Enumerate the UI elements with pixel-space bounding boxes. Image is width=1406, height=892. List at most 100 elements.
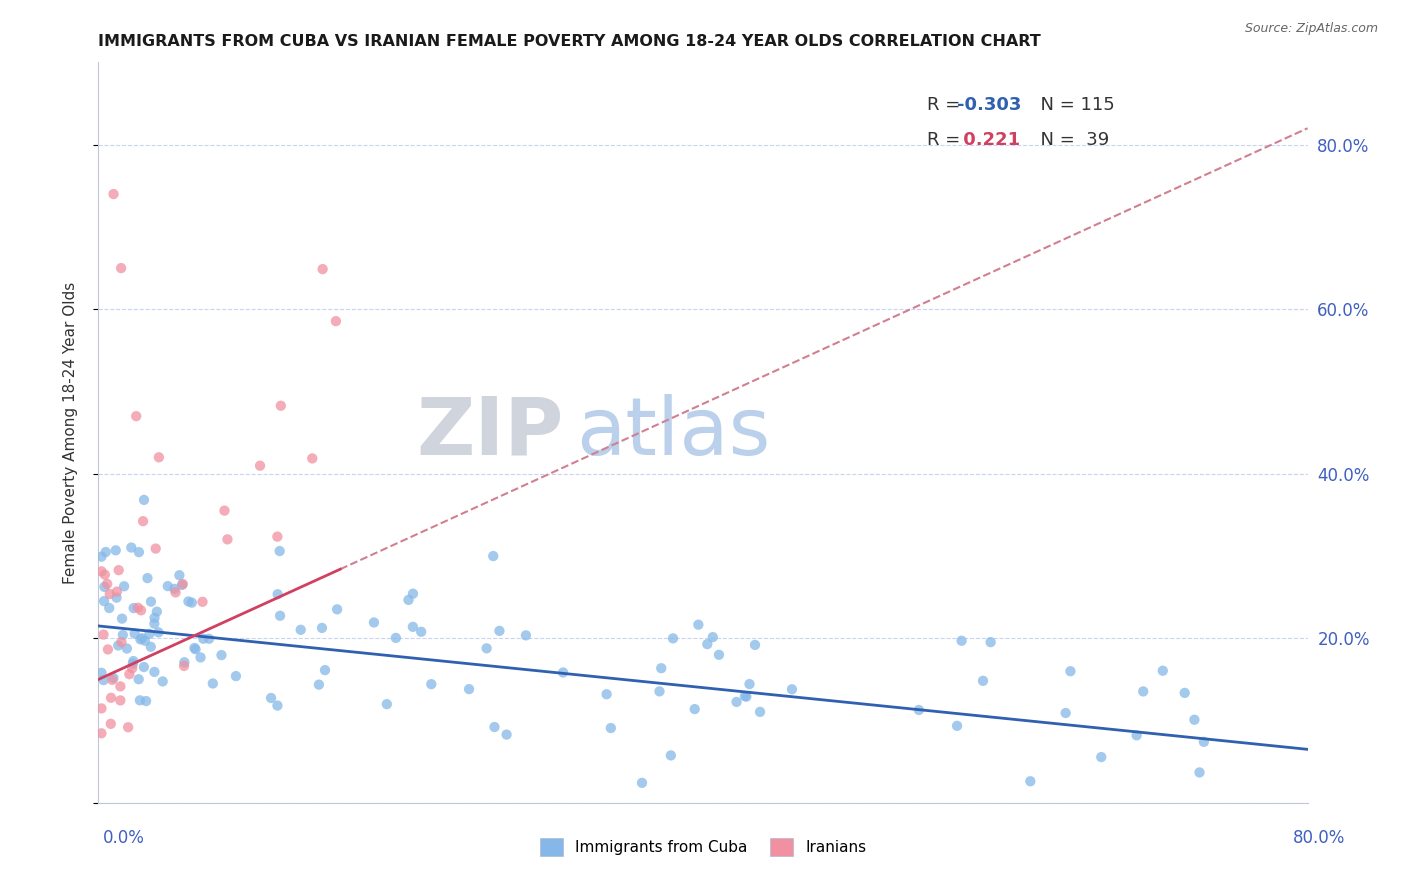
Point [100,690,122,705]
Text: Source: ZipAtlas.com: Source: ZipAtlas.com [1244,22,1378,36]
Point [249,458,271,473]
Text: ZIP: ZIP [416,393,564,472]
Point [93,673,115,687]
Point [121,661,143,675]
Point [191,595,214,609]
Point [659,748,682,763]
Point [96,577,118,591]
Point [138,627,160,641]
Point [980,635,1002,649]
Point [128,672,150,686]
Text: R =: R = [927,131,966,149]
Point [132,660,155,674]
Point [112,579,135,593]
Point [139,594,162,608]
Point [127,600,149,615]
Point [950,633,973,648]
Point [110,693,132,707]
Point [734,689,756,703]
Point [662,632,685,646]
Point [170,578,193,592]
Point [115,641,138,656]
Point [908,703,931,717]
Point [375,697,398,711]
Point [696,637,718,651]
Point [198,632,221,646]
Point [107,563,129,577]
Point [125,409,148,424]
Point [122,654,145,668]
Point [131,632,153,646]
Point [163,582,186,596]
Point [266,530,288,544]
Point [1059,664,1081,678]
Point [314,663,336,677]
Point [93,627,115,641]
Point [103,187,125,202]
Text: N = 115: N = 115 [1029,96,1115,114]
Point [190,650,212,665]
Point [117,720,139,734]
Point [105,591,128,605]
Point [458,682,481,697]
Point [90,665,112,680]
Point [398,593,420,607]
Point [90,701,112,715]
Point [214,503,236,517]
Point [121,657,143,671]
Point [111,628,134,642]
Point [595,687,617,701]
Text: 0.221: 0.221 [957,131,1019,149]
Point [148,450,170,465]
Point [780,682,803,697]
Point [94,567,117,582]
Point [749,705,772,719]
Point [129,603,152,617]
Point [702,630,724,644]
Text: IMMIGRANTS FROM CUBA VS IRANIAN FEMALE POVERTY AMONG 18-24 YEAR OLDS CORRELATION: IMMIGRANTS FROM CUBA VS IRANIAN FEMALE P… [98,34,1042,49]
Point [648,684,671,698]
Point [308,678,330,692]
Point [385,631,408,645]
Point [134,633,156,648]
Point [146,605,169,619]
Point [148,625,170,640]
Legend: Immigrants from Cuba, Iranians: Immigrants from Cuba, Iranians [533,832,873,862]
Point [156,579,179,593]
Point [269,544,291,558]
Point [98,587,121,601]
Point [165,585,187,599]
Point [128,545,150,559]
Point [1184,713,1206,727]
Point [725,695,748,709]
Point [193,632,215,646]
Point [118,667,141,681]
Point [326,602,349,616]
Point [1132,684,1154,698]
Point [1090,750,1112,764]
Point [145,541,167,556]
Point [152,674,174,689]
Point [98,601,121,615]
Point [972,673,994,688]
Point [411,624,433,639]
Point [136,571,159,585]
Text: R =: R = [927,96,966,114]
Point [180,596,202,610]
Point [90,565,112,579]
Point [631,776,654,790]
Point [475,641,498,656]
Point [599,721,621,735]
Point [683,702,706,716]
Point [172,577,194,591]
Point [183,640,205,655]
Point [301,451,323,466]
Point [1192,735,1215,749]
Point [110,261,132,276]
Point [551,665,574,680]
Point [103,671,125,685]
Point [363,615,385,630]
Point [269,608,291,623]
Point [420,677,443,691]
Point [93,594,115,608]
